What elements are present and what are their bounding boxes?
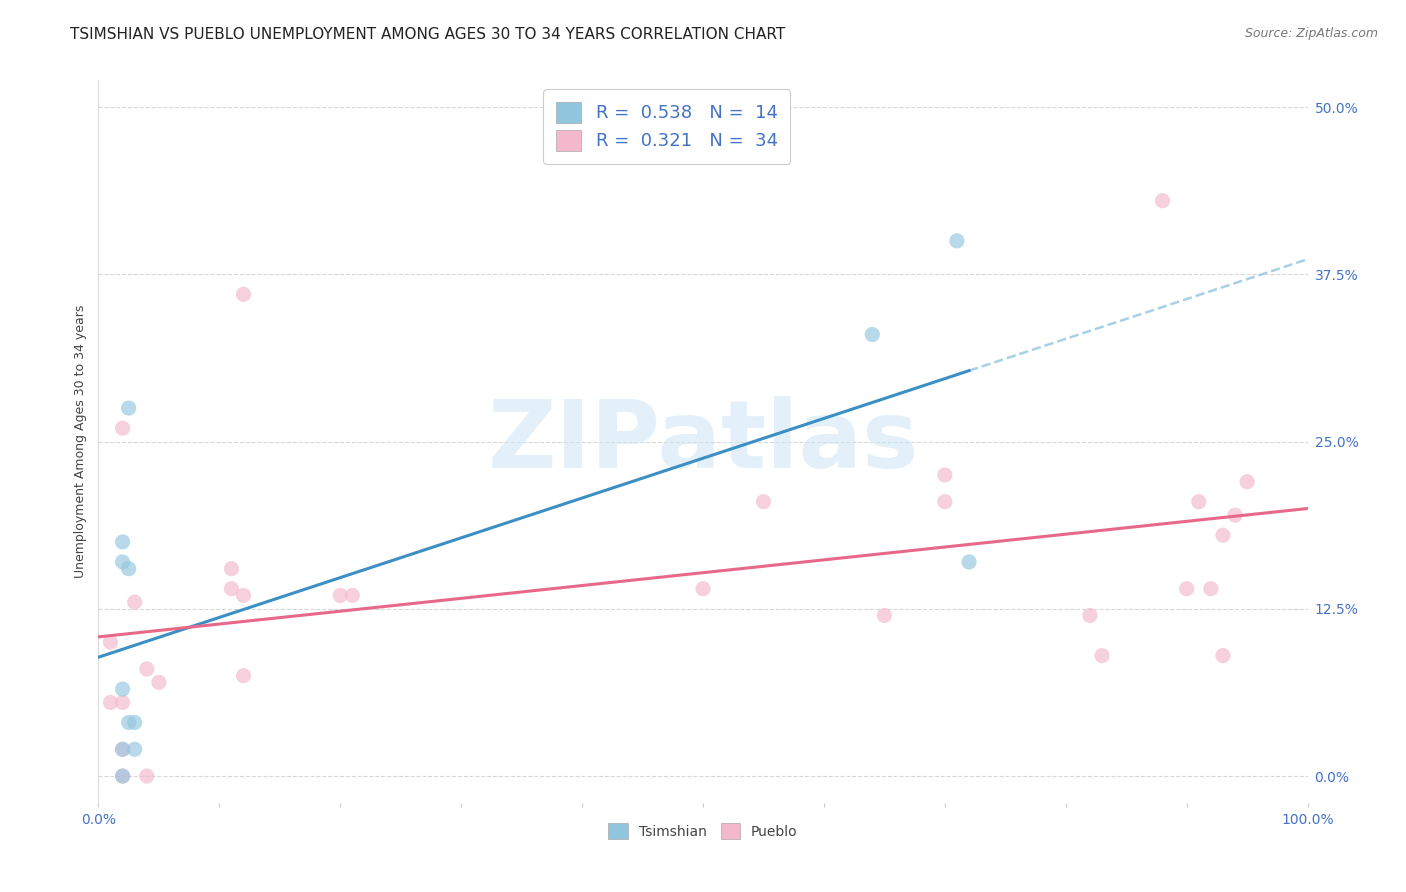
Text: ZIPatlas: ZIPatlas (488, 395, 918, 488)
Point (135, 662, 157, 676)
Point (692, 582, 714, 596)
Y-axis label: Unemployment Among Ages 30 to 34 years: Unemployment Among Ages 30 to 34 years (75, 305, 87, 578)
Point (148, 675, 170, 690)
Text: Source: ZipAtlas.com: Source: ZipAtlas.com (1244, 27, 1378, 40)
Point (111, 681, 134, 696)
Point (946, 234, 969, 248)
Point (118, 401, 141, 416)
Point (118, 715, 141, 730)
Point (111, 535, 134, 549)
Point (934, 494, 956, 508)
Point (329, 589, 352, 603)
Point (1199, 582, 1222, 596)
Point (111, 769, 134, 783)
Point (1188, 494, 1211, 508)
Point (957, 555, 980, 569)
Point (860, 327, 883, 342)
Text: TSIMSHIAN VS PUEBLO UNEMPLOYMENT AMONG AGES 30 TO 34 YEARS CORRELATION CHART: TSIMSHIAN VS PUEBLO UNEMPLOYMENT AMONG A… (70, 27, 786, 42)
Point (1212, 648, 1234, 663)
Point (118, 562, 141, 576)
Point (873, 608, 896, 623)
Point (124, 715, 146, 730)
Point (124, 742, 146, 756)
Point (111, 769, 134, 783)
Point (1212, 528, 1234, 542)
Point (1236, 475, 1258, 489)
Point (752, 494, 775, 508)
Point (111, 742, 134, 756)
Point (1078, 608, 1101, 623)
Legend: Tsimshian, Pueblo: Tsimshian, Pueblo (602, 816, 804, 847)
Point (111, 555, 134, 569)
Point (1223, 508, 1246, 523)
Point (135, 769, 157, 783)
Point (232, 669, 254, 683)
Point (124, 595, 146, 609)
Point (111, 742, 134, 756)
Point (1091, 648, 1114, 663)
Point (221, 562, 243, 576)
Point (232, 589, 254, 603)
Point (100, 635, 122, 649)
Point (1152, 194, 1174, 208)
Point (232, 287, 254, 301)
Point (111, 421, 134, 435)
Point (1175, 582, 1198, 596)
Point (111, 696, 134, 710)
Point (100, 696, 122, 710)
Point (934, 467, 956, 482)
Point (342, 589, 364, 603)
Point (221, 582, 243, 596)
